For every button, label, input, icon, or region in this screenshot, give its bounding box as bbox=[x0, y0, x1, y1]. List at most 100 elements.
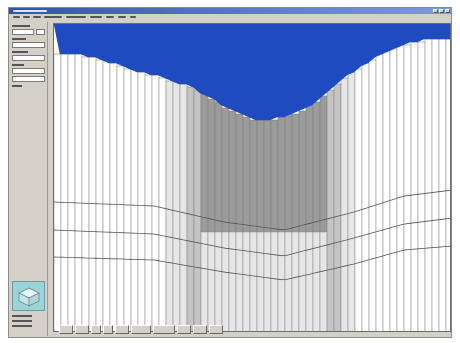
grid-column bbox=[81, 56, 90, 331]
grid-column bbox=[445, 38, 450, 331]
grid-column bbox=[74, 53, 83, 331]
grid-column bbox=[417, 41, 426, 331]
grid-column bbox=[130, 68, 139, 331]
lower-layer-cell bbox=[207, 231, 216, 331]
toolbar-button-3[interactable] bbox=[91, 325, 101, 334]
panel-field-1[interactable] bbox=[12, 42, 45, 48]
menu-item-6[interactable] bbox=[89, 14, 103, 20]
panel-label-5 bbox=[12, 84, 22, 88]
grid-column bbox=[60, 53, 69, 331]
lower-layer-cell bbox=[221, 231, 230, 331]
toolbar-button-5[interactable] bbox=[115, 325, 129, 334]
soil-layer-line-3 bbox=[54, 245, 450, 281]
title-bar bbox=[9, 8, 451, 14]
menu-item-4[interactable] bbox=[43, 14, 63, 20]
3d-cube-preview-icon[interactable] bbox=[12, 281, 45, 311]
lower-layer-cell bbox=[235, 231, 244, 331]
soil-layer-line-1 bbox=[54, 189, 450, 231]
grid-column bbox=[137, 71, 146, 331]
grid-column bbox=[95, 59, 104, 331]
grid-column bbox=[179, 83, 188, 331]
grid-column bbox=[347, 71, 356, 331]
panel-label-2 bbox=[12, 37, 26, 41]
cross-section-viewport[interactable] bbox=[53, 23, 451, 332]
toolbar-button-1[interactable] bbox=[59, 325, 73, 334]
lower-layer-cell bbox=[319, 231, 328, 331]
grid-column bbox=[109, 62, 118, 331]
panel-field-3[interactable] bbox=[12, 68, 45, 74]
panel-label-4 bbox=[12, 63, 24, 67]
panel-field-4[interactable] bbox=[12, 76, 45, 82]
grid-column bbox=[340, 77, 349, 331]
grid-column bbox=[151, 74, 160, 331]
status-line-3 bbox=[12, 324, 46, 328]
soil-layer-line-2 bbox=[54, 217, 450, 257]
grid-column bbox=[123, 68, 132, 331]
lower-layer-cell bbox=[256, 231, 265, 331]
panel-label-3 bbox=[12, 50, 28, 54]
grid-column bbox=[361, 62, 370, 331]
grid-column bbox=[102, 59, 111, 331]
lower-layer-cell bbox=[228, 231, 237, 331]
panel-select-1[interactable] bbox=[12, 29, 34, 35]
grid-column bbox=[67, 53, 76, 331]
grid-column bbox=[172, 80, 181, 331]
lower-layer-cell bbox=[298, 231, 307, 331]
status-line-1 bbox=[12, 314, 46, 318]
menu-item-7[interactable] bbox=[105, 14, 115, 20]
toolbar-button-7[interactable] bbox=[153, 325, 175, 334]
grid-column bbox=[438, 38, 447, 331]
grid-column bbox=[88, 56, 97, 331]
menu-item-2[interactable] bbox=[22, 14, 31, 20]
water-body bbox=[54, 24, 450, 121]
toolbar-button-8[interactable] bbox=[177, 325, 191, 334]
toolbar-button-10[interactable] bbox=[209, 325, 223, 334]
lower-layer-cell bbox=[270, 231, 279, 331]
grid-column bbox=[193, 89, 202, 331]
lower-layer-cell bbox=[242, 231, 251, 331]
lower-layer-cell bbox=[291, 231, 300, 331]
panel-label-1 bbox=[12, 24, 30, 28]
lower-layer-cell bbox=[277, 231, 286, 331]
grid-column bbox=[144, 74, 153, 331]
lower-layer-cell bbox=[263, 231, 272, 331]
panel-field-2[interactable] bbox=[12, 55, 45, 61]
grid-column bbox=[54, 53, 62, 331]
toolbar-button-2[interactable] bbox=[75, 325, 89, 334]
grid-column bbox=[165, 80, 174, 331]
grid-column bbox=[158, 77, 167, 331]
grid-column bbox=[354, 68, 363, 331]
toolbar-button-9[interactable] bbox=[193, 325, 207, 334]
menu-item-8[interactable] bbox=[117, 14, 127, 20]
close-icon[interactable] bbox=[445, 9, 450, 13]
bottom-toolbar bbox=[53, 324, 451, 336]
grid-column bbox=[116, 65, 125, 331]
app-window bbox=[8, 7, 452, 338]
grid-column bbox=[382, 50, 391, 331]
minimize-icon[interactable] bbox=[433, 9, 438, 13]
grid-column bbox=[333, 83, 342, 331]
grid-column bbox=[403, 44, 412, 331]
toolbar-button-6[interactable] bbox=[131, 325, 151, 334]
lower-layer-cell bbox=[305, 231, 314, 331]
menu-item-1[interactable] bbox=[12, 14, 21, 20]
grid-column bbox=[424, 38, 433, 331]
grid-column bbox=[396, 44, 405, 331]
status-line-2 bbox=[12, 319, 46, 323]
lower-layer-cell bbox=[200, 231, 209, 331]
grid-column bbox=[368, 59, 377, 331]
grid-column bbox=[410, 41, 419, 331]
menu-item-9[interactable] bbox=[129, 14, 137, 20]
menu-bar bbox=[9, 14, 451, 20]
grid-column bbox=[389, 47, 398, 331]
lower-layer-cell bbox=[284, 231, 293, 331]
menu-item-5[interactable] bbox=[65, 14, 87, 20]
lower-layer-cell bbox=[249, 231, 258, 331]
grid-column bbox=[375, 53, 384, 331]
panel-button-1[interactable] bbox=[36, 29, 45, 35]
menu-item-3[interactable] bbox=[32, 14, 42, 20]
maximize-icon[interactable] bbox=[439, 9, 444, 13]
properties-panel bbox=[10, 22, 48, 336]
grid-column bbox=[186, 86, 195, 331]
toolbar-button-4[interactable] bbox=[103, 325, 113, 334]
